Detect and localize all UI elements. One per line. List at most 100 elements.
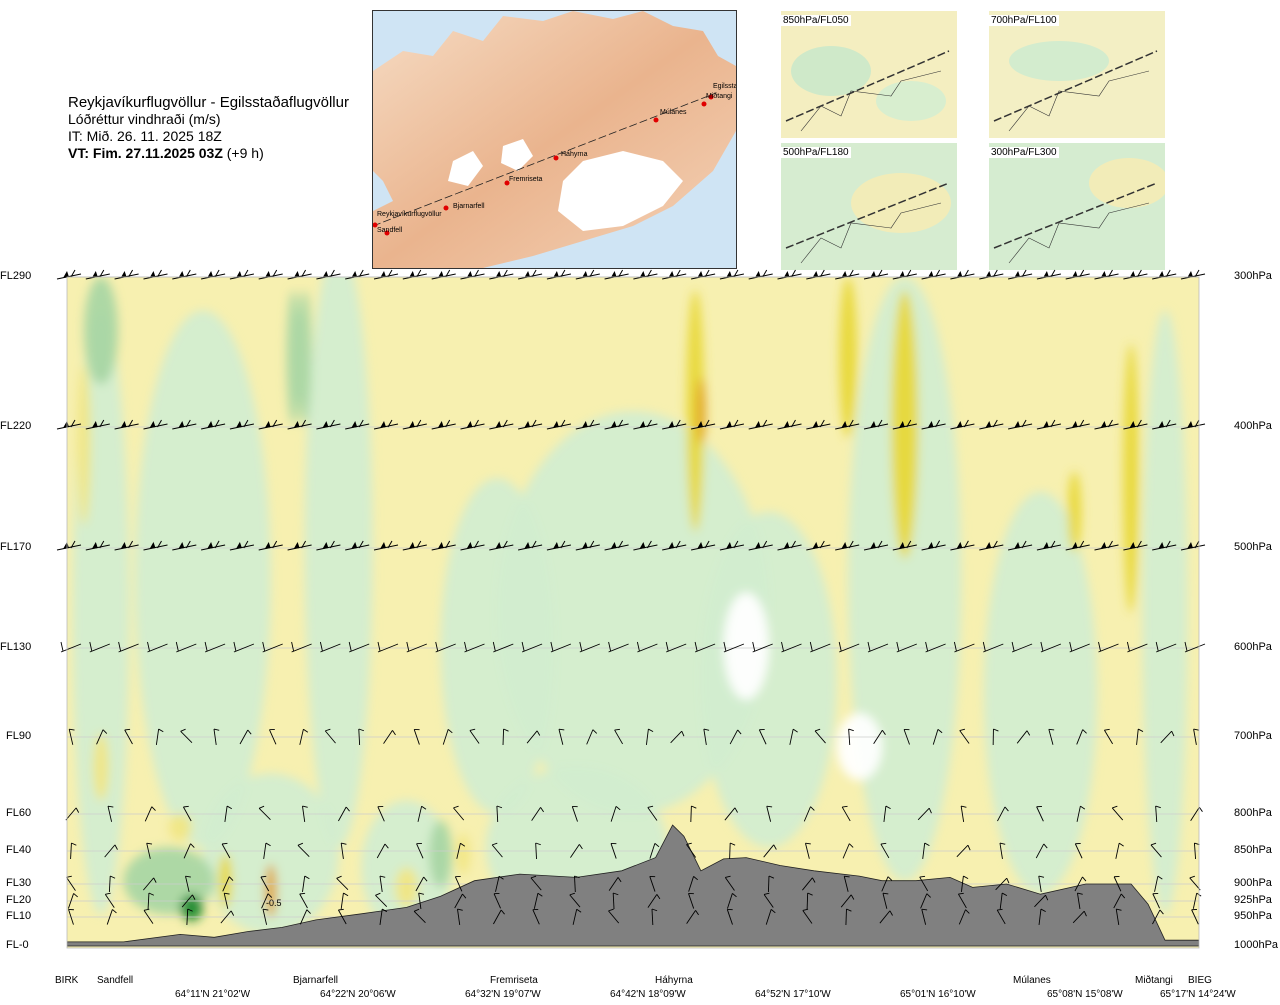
wind-barb: [569, 892, 581, 908]
wind-barb: [172, 540, 197, 551]
wind-barb: [835, 540, 860, 551]
wind-barb: [96, 729, 108, 745]
wind-barb: [418, 892, 425, 909]
wind-barb: [258, 540, 283, 551]
wind-barb: [1123, 269, 1148, 280]
wind-barb: [493, 893, 501, 909]
wind-barb: [766, 805, 773, 822]
wind-barb: [143, 269, 168, 280]
field-blob: [497, 411, 769, 814]
terrain-profile: [67, 824, 1199, 947]
field-blob: [485, 766, 667, 928]
hpa-label: 500hPa: [1234, 541, 1272, 553]
wind-barb: [172, 419, 197, 430]
field-blob: [686, 290, 705, 532]
map-city-label: Sandfell: [377, 227, 403, 234]
wind-barb: [469, 728, 480, 744]
wind-barb: [223, 892, 230, 909]
chart-title: Reykjavíkurflugvöllur - Egilsstaðaflugvö…: [68, 94, 349, 111]
wind-barb: [809, 641, 831, 653]
wind-barb: [1036, 540, 1062, 551]
wind-barb: [1007, 419, 1033, 430]
wind-barb: [921, 269, 946, 280]
wind-barb: [690, 269, 716, 280]
field-blob: [891, 290, 919, 559]
wind-barb: [604, 540, 629, 551]
wind-barb: [996, 908, 1006, 925]
field-blob: [168, 813, 192, 841]
hpa-label: 800hPa: [1234, 807, 1272, 819]
wind-barb: [118, 641, 139, 653]
wind-barb: [546, 419, 572, 430]
wind-barb: [651, 908, 658, 926]
wind-barb: [299, 892, 308, 909]
wind-barb: [647, 894, 661, 908]
fl-label: FL290: [0, 270, 32, 282]
field-blob: [286, 290, 301, 425]
wind-barb: [60, 641, 82, 653]
fl-label: FL-0: [6, 939, 29, 951]
wind-barb: [845, 908, 852, 926]
thumb-850-label: 850hPa/FL050: [781, 15, 851, 26]
wind-barb: [258, 805, 271, 820]
map-city-dot: [553, 155, 559, 161]
wind-barb: [107, 805, 114, 822]
wind-barb: [85, 540, 110, 551]
glacier-west: [448, 151, 483, 186]
wind-barb: [803, 806, 815, 822]
wind-barb: [879, 910, 893, 924]
wind-barb: [758, 728, 767, 745]
wind-barb: [686, 842, 697, 858]
wind-barb: [181, 894, 196, 908]
fl-label: FL220: [0, 420, 32, 432]
wind-barb: [979, 540, 1004, 551]
wind-barb: [1123, 540, 1148, 551]
wind-barb: [287, 540, 312, 551]
wind-barb: [612, 892, 619, 910]
wind-barb: [345, 540, 370, 551]
wind-barb: [1180, 540, 1206, 551]
wind-barb: [104, 844, 118, 858]
field-blob: [395, 867, 418, 908]
wind-barb: [1077, 892, 1083, 909]
coordinate-label: 65°01'N 16°10'W: [900, 989, 976, 1000]
wind-barb: [1150, 842, 1162, 858]
wind-barb: [880, 842, 890, 859]
wind-barb: [67, 893, 78, 909]
wind-barb: [863, 269, 889, 280]
wind-barb: [85, 269, 110, 280]
fl-label: FL130: [0, 641, 32, 653]
wind-barb: [570, 844, 583, 858]
wind-barb: [460, 419, 485, 430]
map-city-label: Múlanes: [660, 109, 687, 116]
wind-barb: [457, 908, 463, 925]
wind-barb: [608, 641, 629, 653]
wind-barb: [1115, 842, 1124, 859]
wind-barb: [665, 641, 687, 653]
map-city-dot: [708, 94, 714, 100]
wind-barb: [340, 842, 347, 859]
wind-barb: [579, 641, 600, 653]
wind-barb: [530, 875, 542, 891]
wind-barb: [1184, 641, 1206, 653]
wind-barb: [719, 540, 745, 551]
field-blob: [218, 854, 233, 908]
wind-barb: [703, 728, 710, 745]
wind-barbs: [56, 269, 1206, 926]
wind-barb: [183, 843, 195, 859]
wind-barb: [777, 269, 802, 280]
wind-barb: [867, 641, 889, 653]
wind-barb: [144, 806, 156, 822]
map-city-dot: [653, 117, 659, 123]
thumb-850-graphic: [781, 11, 957, 138]
wind-barb: [302, 805, 308, 822]
wind-barb: [406, 641, 427, 653]
wind-barb: [883, 805, 891, 822]
wind-barb: [950, 419, 975, 430]
wind-barb: [222, 876, 234, 892]
wind-barb: [1038, 908, 1046, 925]
wind-barb: [932, 728, 943, 745]
location-label: Háhyrna: [655, 975, 693, 986]
wind-barb: [802, 908, 813, 924]
field-blob: [700, 511, 837, 848]
